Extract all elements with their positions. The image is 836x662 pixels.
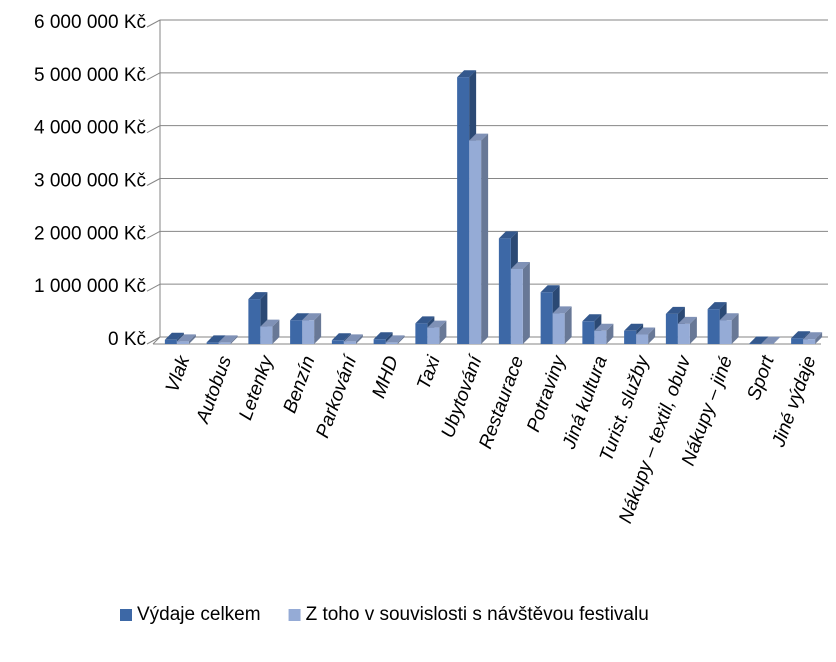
- x-tick-group: Parkování: [312, 352, 362, 441]
- bar: [803, 339, 815, 344]
- x-tick-label: Potraviny: [523, 352, 570, 435]
- y-tick-label: 3 000 000 Kč: [34, 171, 146, 192]
- bar: [594, 331, 606, 344]
- y-tick-label: 1 000 000 Kč: [34, 276, 146, 297]
- bar: [678, 324, 690, 344]
- bar: [415, 323, 427, 344]
- y-tick: [147, 231, 160, 238]
- bar: [469, 141, 481, 344]
- bar: [427, 328, 439, 344]
- y-tick: [147, 20, 160, 27]
- y-tick: [147, 179, 160, 186]
- x-tick-group: Benzín: [280, 353, 320, 416]
- bar: [177, 341, 189, 344]
- y-tick-label: 2 000 000 Kč: [34, 223, 146, 244]
- y-tick-label: 6 000 000 Kč: [34, 12, 146, 33]
- legend-swatch: [120, 609, 132, 621]
- bar: [624, 331, 636, 344]
- y-tick-label: 5 000 000 Kč: [34, 65, 146, 86]
- x-tick-label: Benzín: [280, 353, 320, 416]
- bar: [374, 339, 386, 344]
- x-tick-label: Taxi: [413, 353, 445, 393]
- bar: [386, 342, 398, 344]
- x-tick-group: Taxi: [413, 353, 445, 393]
- bar: [219, 342, 231, 344]
- bar: [553, 313, 565, 344]
- bar: [344, 341, 356, 344]
- y-tick: [147, 73, 160, 80]
- x-tick-label: Ubytování: [438, 352, 488, 441]
- bar: [636, 334, 648, 344]
- x-tick-label: Letenky: [235, 352, 278, 423]
- bar: [302, 320, 314, 344]
- bar: [511, 269, 523, 344]
- x-tick-group: Autobus: [192, 353, 236, 427]
- x-tick-label: MHD: [369, 353, 404, 401]
- legend-label: Výdaje celkem: [137, 604, 261, 625]
- legend-label: Z toho v souvislosti s návštěvou festiva…: [306, 604, 649, 625]
- bar-side: [523, 262, 530, 344]
- bar: [720, 320, 732, 344]
- x-tick-label: Parkování: [312, 352, 362, 441]
- x-tick-label: Vlak: [162, 352, 195, 395]
- bar-side: [481, 134, 488, 344]
- x-tick-label: Autobus: [192, 353, 236, 427]
- y-tick: [147, 126, 160, 133]
- legend-swatch: [289, 609, 301, 621]
- bar: [290, 320, 302, 344]
- bar: [541, 292, 553, 344]
- bar: [791, 338, 803, 344]
- bar: [165, 340, 177, 344]
- y-tick: [147, 284, 160, 291]
- y-tick-label: 4 000 000 Kč: [34, 118, 146, 139]
- x-tick-group: Letenky: [235, 352, 278, 423]
- bar: [499, 238, 511, 344]
- y-tick-label: 0 Kč: [108, 329, 146, 350]
- x-tick-group: Vlak: [162, 352, 195, 395]
- bar: [666, 314, 678, 344]
- bar: [708, 309, 720, 344]
- x-tick-group: Potraviny: [523, 352, 570, 435]
- x-tick-group: MHD: [369, 353, 404, 401]
- bar: [332, 340, 344, 344]
- bar: [457, 77, 469, 344]
- bar: [207, 342, 219, 344]
- x-tick-group: Ubytování: [438, 352, 488, 441]
- bar: [749, 343, 761, 344]
- bar: [260, 327, 272, 344]
- x-tick-label: Sport: [744, 353, 780, 404]
- x-tick-group: Sport: [744, 353, 780, 404]
- bar: [582, 321, 594, 344]
- bar: [248, 299, 260, 344]
